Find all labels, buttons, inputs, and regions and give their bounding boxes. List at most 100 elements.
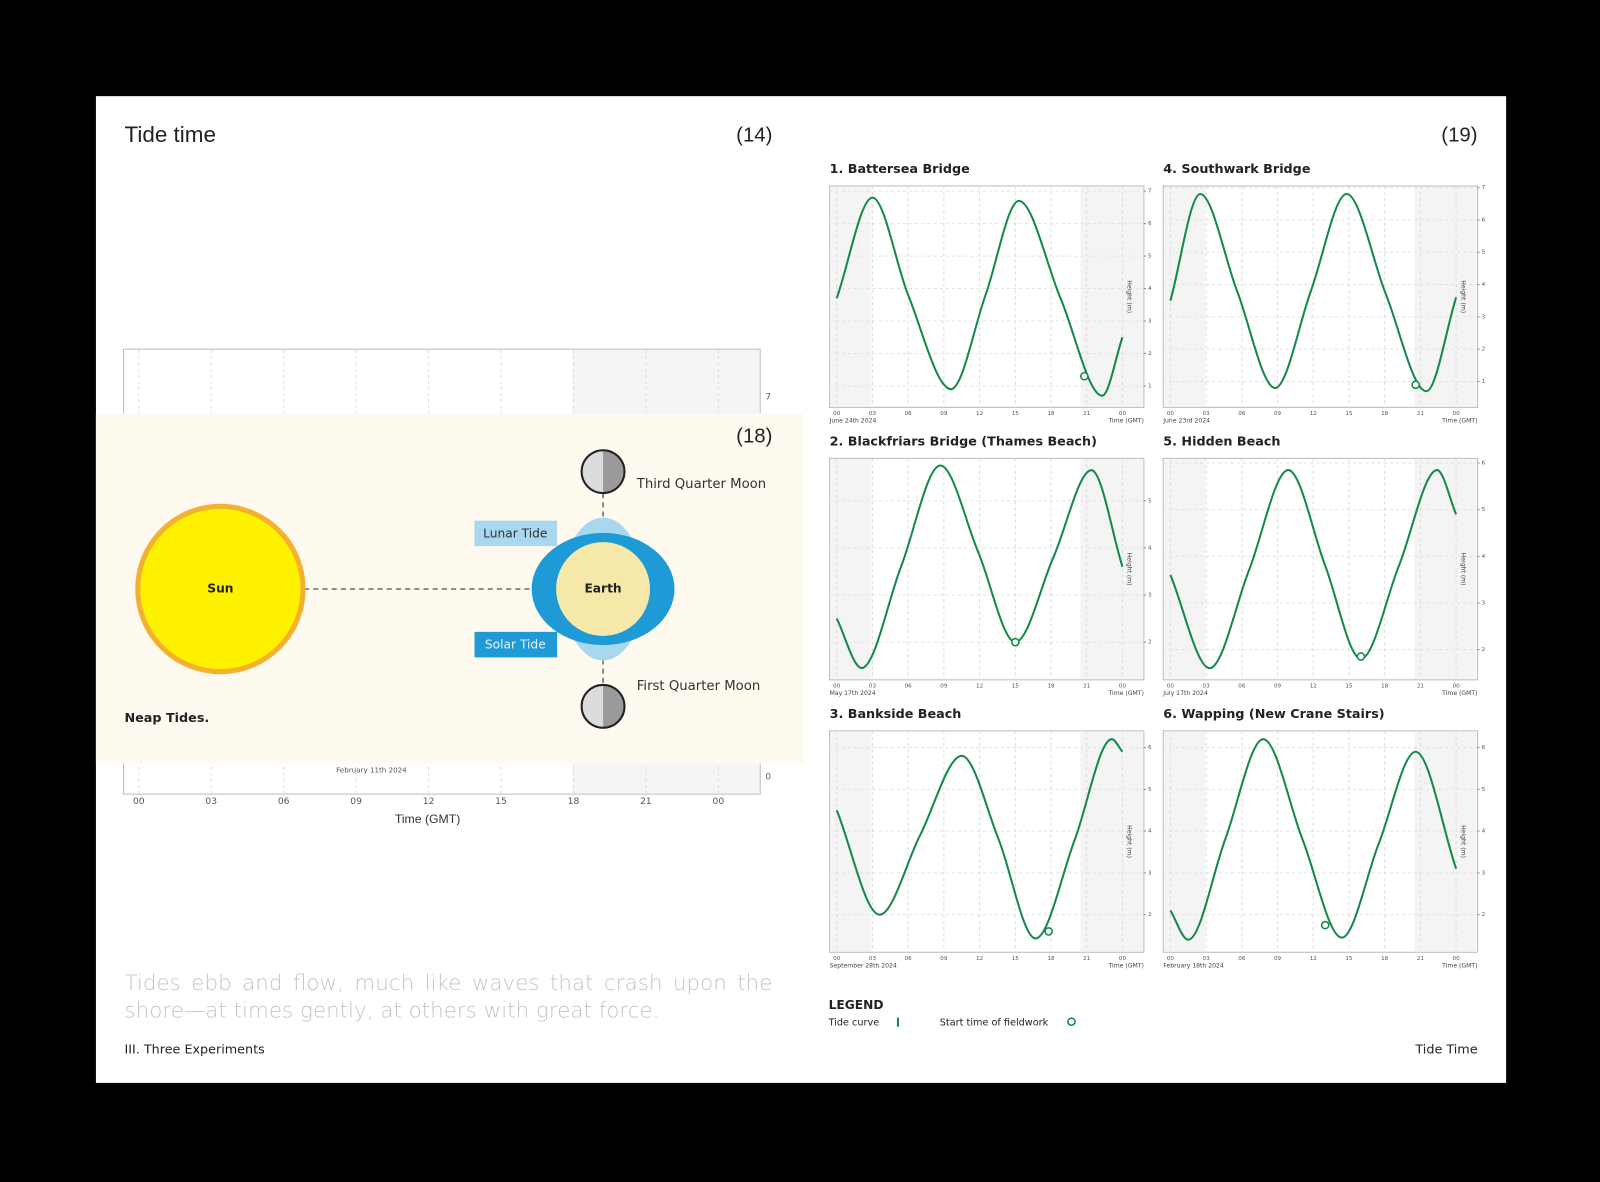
fieldwork-marker bbox=[1010, 637, 1020, 647]
y-tick-label: 2 bbox=[1482, 912, 1486, 918]
x-tick-label: 18 bbox=[568, 796, 580, 807]
x-axis-label: Time (GMT) bbox=[395, 812, 460, 826]
page-title: Tide time bbox=[124, 122, 215, 147]
night-shade bbox=[1080, 731, 1143, 952]
x-tick-label: 00 bbox=[1453, 683, 1461, 689]
y-tick-label: 5 bbox=[1482, 507, 1486, 513]
y-tick-label: 7 bbox=[1148, 189, 1152, 195]
night-shade bbox=[1414, 731, 1477, 952]
page-number: (18) bbox=[736, 425, 772, 447]
x-tick-label: 06 bbox=[905, 411, 913, 417]
chart-date: June 23rd 2024 bbox=[1162, 418, 1210, 425]
footer: III. Three Experiments bbox=[124, 1043, 265, 1058]
legend: LEGEND Tide curve Start time of fieldwor… bbox=[828, 998, 1076, 1029]
y-tick-label: 4 bbox=[1482, 554, 1486, 560]
y-tick-label: 5 bbox=[1148, 254, 1152, 260]
chart-title: 2. Blackfriars Bridge (Thames Beach) bbox=[830, 435, 1097, 450]
x-tick-label: 03 bbox=[1203, 411, 1211, 417]
x-tick-label: 00 bbox=[833, 411, 841, 417]
y-tick-label: 2 bbox=[1148, 912, 1152, 918]
night-shade bbox=[1164, 459, 1206, 679]
tide-curve bbox=[835, 464, 1124, 670]
chart-title: 5. Hidden Beach bbox=[1163, 435, 1280, 450]
chart-date: February 18th 2024 bbox=[1163, 963, 1224, 970]
tide-chart: 3. Bankside Beach 2 3 4 5 6 00 03 06 09 12 15 18 21 00… bbox=[829, 707, 1152, 970]
y-tick-label: 3 bbox=[1148, 319, 1152, 325]
x-tick-label: 18 bbox=[1047, 411, 1055, 417]
legend-swatch bbox=[1067, 1017, 1076, 1026]
y-axis-label: Height (m) bbox=[1126, 553, 1133, 586]
x-tick-label: 21 bbox=[1417, 683, 1425, 689]
y-tick-label: 4 bbox=[1482, 829, 1486, 835]
fieldwork-marker bbox=[1411, 380, 1420, 390]
moon-lit-half bbox=[581, 450, 604, 494]
x-tick-label: 00 bbox=[1119, 411, 1127, 417]
x-tick-label: 03 bbox=[869, 411, 877, 417]
x-tick-label: 15 bbox=[1345, 411, 1353, 417]
y-tick-label: 5 bbox=[1482, 787, 1486, 793]
x-tick-label: 09 bbox=[350, 796, 362, 807]
lunar-tide-box bbox=[474, 520, 558, 547]
lunar-tide-label: Lunar Tide bbox=[483, 526, 547, 540]
moon-dark-half bbox=[603, 450, 625, 494]
x-tick-label: 12 bbox=[1310, 683, 1317, 689]
y-tick-label: 6 bbox=[1482, 745, 1486, 751]
x-tick-label: 18 bbox=[1381, 411, 1389, 417]
sun bbox=[135, 503, 306, 675]
y-tick-label: 6 bbox=[1482, 461, 1486, 467]
x-tick-label: 06 bbox=[1238, 683, 1246, 689]
y-tick-label: 7 bbox=[765, 392, 771, 403]
x-tick-label: 06 bbox=[278, 796, 290, 807]
x-tick-label: 06 bbox=[1238, 411, 1246, 417]
y-tick-label: 3 bbox=[1148, 593, 1152, 599]
x-tick-label: 09 bbox=[1274, 956, 1282, 962]
y-tick-label: 6 bbox=[1148, 745, 1152, 751]
x-tick-label: 03 bbox=[869, 683, 877, 689]
fieldwork-marker bbox=[1044, 927, 1053, 936]
earth bbox=[556, 542, 650, 636]
fieldwork-marker bbox=[1320, 920, 1330, 930]
x-axis-label: Time (GMT) bbox=[1441, 963, 1477, 970]
neap-tide-diagram: (18) Sun Earth Lunar Tide Solar Tide Thi… bbox=[95, 413, 804, 764]
y-tick-label: 2 bbox=[1148, 640, 1152, 646]
chart-date: July 17th 2024 bbox=[1162, 690, 1208, 697]
x-axis-label: Time (GMT) bbox=[1107, 963, 1143, 970]
x-axis-label: Time (GMT) bbox=[1107, 690, 1143, 697]
x-tick-label: 15 bbox=[1012, 411, 1020, 417]
y-axis-label: Height (m) bbox=[1126, 280, 1133, 313]
x-tick-label: 06 bbox=[1238, 956, 1246, 962]
sun-label: Sun bbox=[207, 582, 233, 596]
chart-date: May 17th 2024 bbox=[830, 690, 876, 697]
tide-curve bbox=[1169, 469, 1458, 670]
x-tick-label: 15 bbox=[1345, 683, 1353, 689]
x-tick-label: 15 bbox=[1012, 956, 1020, 962]
x-tick-label: 00 bbox=[1167, 956, 1175, 962]
x-tick-label: 03 bbox=[1203, 683, 1211, 689]
y-tick-label: 4 bbox=[1482, 282, 1486, 288]
moon-outline bbox=[580, 449, 626, 495]
x-tick-label: 00 bbox=[713, 796, 725, 807]
y-axis-label: Height (m) bbox=[1126, 825, 1133, 858]
chart-title: 4. Southwark Bridge bbox=[1163, 162, 1311, 177]
moon bbox=[580, 683, 626, 729]
y-tick-label: 4 bbox=[1148, 286, 1152, 292]
x-tick-label: 03 bbox=[1203, 956, 1211, 962]
y-tick-label: 5 bbox=[1148, 787, 1152, 793]
x-tick-label: 09 bbox=[1274, 411, 1282, 417]
y-tick-label: 3 bbox=[1482, 314, 1486, 320]
x-tick-label: 09 bbox=[940, 411, 948, 417]
y-tick-label: 3 bbox=[1482, 600, 1486, 606]
diagram-caption: Neap Tides. bbox=[124, 711, 209, 726]
moon-dark-half bbox=[603, 684, 625, 728]
x-tick-label: 12 bbox=[1310, 956, 1317, 962]
x-tick-label: 00 bbox=[1167, 411, 1175, 417]
x-tick-label: 21 bbox=[1417, 956, 1425, 962]
x-tick-label: 12 bbox=[976, 683, 983, 689]
moon-label: Third Quarter Moon bbox=[636, 477, 766, 492]
y-tick-label: 3 bbox=[1148, 870, 1152, 876]
moon bbox=[580, 449, 626, 495]
chart-date: June 24th 2024 bbox=[829, 418, 877, 425]
tide-curve bbox=[1169, 738, 1458, 941]
